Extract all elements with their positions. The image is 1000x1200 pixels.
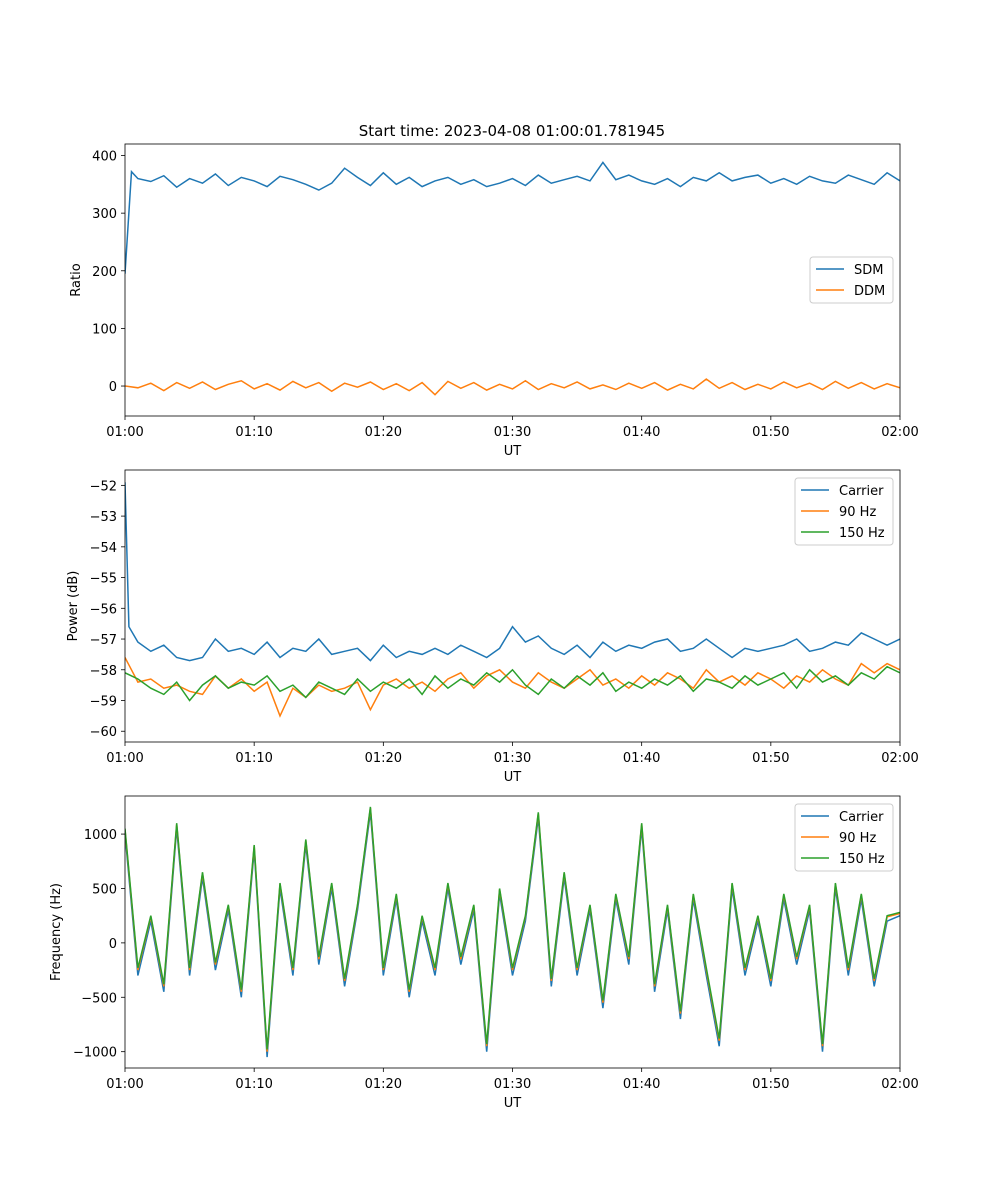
ratio-legend-label: DDM xyxy=(854,284,885,299)
ratio-series-1-line xyxy=(125,378,900,396)
frequency-x-tick-label: 01:00 xyxy=(106,1077,143,1092)
frequency-legend-label: Carrier xyxy=(839,810,884,825)
frequency-x-tick-label: 01:20 xyxy=(365,1077,402,1092)
ratio-x-tick-label: 01:40 xyxy=(623,425,660,440)
ratio-y-axis-label: Ratio xyxy=(69,263,84,296)
ratio-y-tick-label: 200 xyxy=(92,265,117,280)
power-panel: 01:00 01:10 01:20 01:30 01:40 01:50 02:00 −60 −5… xyxy=(66,469,919,785)
power-y-tick-label: −59 xyxy=(90,695,117,710)
frequency-y-tick-label: 1000 xyxy=(84,828,117,843)
ratio-y-tick-label: 0 xyxy=(109,380,117,395)
power-y-tick-label: −54 xyxy=(90,541,117,556)
frequency-y-axis-label: Frequency (Hz) xyxy=(49,883,64,981)
power-legend-label: 150 Hz xyxy=(839,526,885,541)
power-x-tick-label: 01:50 xyxy=(752,751,789,766)
ratio-y-tick-label: 300 xyxy=(92,207,117,222)
ratio-x-tick-label: 01:20 xyxy=(365,425,402,440)
ratio-panel: 01:00 01:10 01:20 01:30 01:40 01:50 02:00 0 100 2… xyxy=(69,143,919,459)
power-x-tick-label: 01:30 xyxy=(494,751,531,766)
power-y-tick-label: −52 xyxy=(90,479,117,494)
power-x-tick-label: 01:20 xyxy=(365,751,402,766)
power-x-tick-label: 02:00 xyxy=(881,751,918,766)
power-legend-label: Carrier xyxy=(839,484,884,499)
frequency-x-tick-label: 01:50 xyxy=(752,1077,789,1092)
frequency-x-tick-label: 01:40 xyxy=(623,1077,660,1092)
power-y-tick-label: −53 xyxy=(90,510,117,525)
ratio-x-tick-label: 01:50 xyxy=(752,425,789,440)
frequency-x-tick-label: 02:00 xyxy=(881,1077,918,1092)
ratio-x-tick-label: 01:10 xyxy=(235,425,272,440)
ratio-series-0-line xyxy=(125,161,900,274)
ratio-x-axis-label: UT xyxy=(504,444,522,459)
figure-title: Start time: 2023-04-08 01:00:01.781945 xyxy=(359,122,665,140)
frequency-x-axis-label: UT xyxy=(504,1096,522,1111)
frequency-legend-box xyxy=(794,803,894,872)
frequency-y-tick-label: 0 xyxy=(109,937,117,952)
power-legend-label: 90 Hz xyxy=(839,505,876,520)
power-legend-box xyxy=(794,477,894,546)
power-x-axis-label: UT xyxy=(504,770,522,785)
frequency-y-tick-label: 500 xyxy=(92,882,117,897)
power-y-axis-label: Power (dB) xyxy=(66,571,81,642)
power-series-2-line xyxy=(125,665,900,702)
ratio-x-tick-label: 01:30 xyxy=(494,425,531,440)
frequency-y-tick-label: −1000 xyxy=(73,1046,117,1061)
ratio-x-tick-label: 01:00 xyxy=(106,425,143,440)
frequency-x-tick-label: 01:10 xyxy=(235,1077,272,1092)
power-x-tick-label: 01:00 xyxy=(106,751,143,766)
frequency-y-tick-label: −500 xyxy=(81,991,117,1006)
power-y-tick-label: −55 xyxy=(90,572,117,587)
power-y-tick-label: −60 xyxy=(90,725,117,740)
ratio-legend-label: SDM xyxy=(854,263,883,278)
power-y-tick-label: −57 xyxy=(90,633,117,648)
frequency-legend-label: 150 Hz xyxy=(839,852,885,867)
frequency-panel: 01:00 01:10 01:20 01:30 01:40 01:50 02:00 −1000… xyxy=(49,795,919,1111)
ratio-x-tick-label: 02:00 xyxy=(881,425,918,440)
power-x-tick-label: 01:40 xyxy=(623,751,660,766)
power-x-tick-label: 01:10 xyxy=(235,751,272,766)
frequency-x-tick-label: 01:30 xyxy=(494,1077,531,1092)
power-y-tick-label: −58 xyxy=(90,664,117,679)
power-series-0-line xyxy=(125,482,900,662)
ratio-y-tick-label: 400 xyxy=(92,150,117,165)
frequency-series-2-line xyxy=(125,806,900,1050)
frequency-legend-label: 90 Hz xyxy=(839,831,876,846)
ratio-y-tick-label: 100 xyxy=(92,322,117,337)
power-y-tick-label: −56 xyxy=(90,602,117,617)
